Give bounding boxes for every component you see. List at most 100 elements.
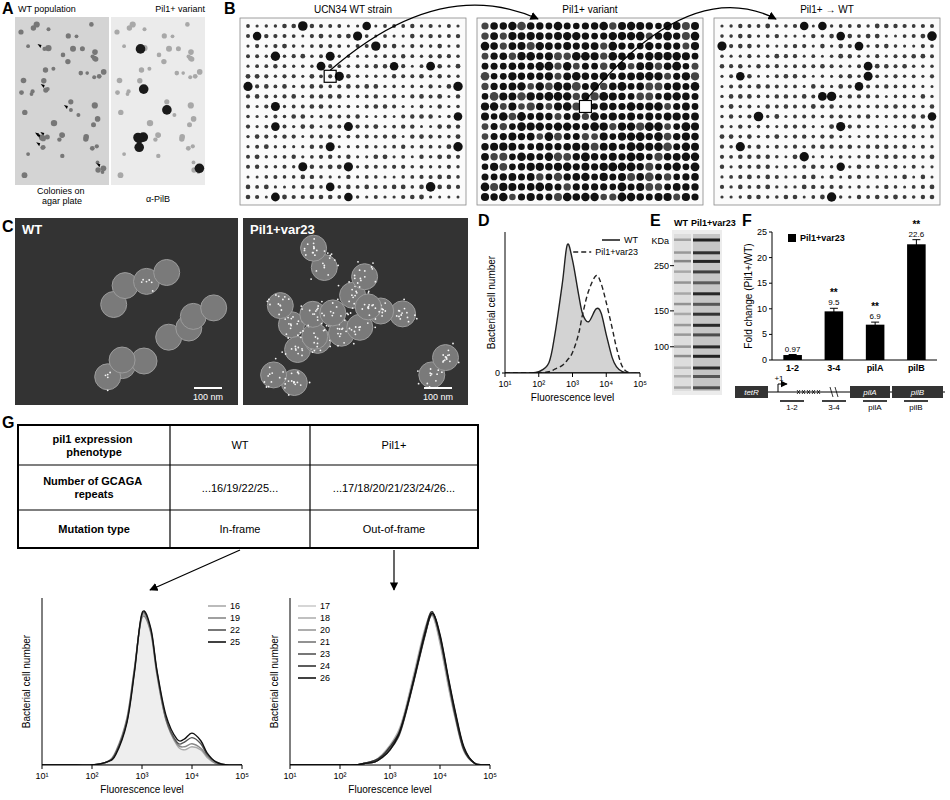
dot bbox=[282, 94, 286, 98]
dot bbox=[894, 54, 898, 58]
dot bbox=[292, 74, 296, 78]
colony bbox=[66, 33, 71, 38]
pilus bbox=[398, 310, 400, 312]
dot bbox=[356, 55, 359, 58]
pilus bbox=[269, 304, 271, 306]
pilus bbox=[317, 338, 319, 340]
dot bbox=[600, 194, 607, 201]
pilus bbox=[403, 299, 405, 301]
dot bbox=[582, 83, 589, 90]
dot-blot bbox=[714, 18, 940, 205]
dot bbox=[264, 185, 269, 190]
dot bbox=[564, 113, 571, 120]
colony bbox=[41, 78, 46, 83]
band bbox=[674, 355, 691, 358]
dot bbox=[555, 183, 562, 190]
dot bbox=[921, 24, 925, 28]
colony-blot bbox=[189, 56, 194, 61]
dot bbox=[438, 34, 442, 38]
pilus bbox=[442, 361, 444, 363]
dot bbox=[383, 24, 387, 28]
dot bbox=[645, 183, 653, 191]
dot bbox=[839, 135, 842, 138]
pilus bbox=[293, 382, 295, 384]
dot bbox=[821, 34, 825, 38]
dot bbox=[866, 195, 870, 199]
dot bbox=[802, 115, 806, 119]
dot bbox=[627, 142, 636, 151]
dot bbox=[628, 93, 635, 100]
dot bbox=[518, 163, 525, 170]
text-line: agar plate bbox=[42, 196, 82, 206]
dot bbox=[618, 133, 626, 141]
colony bbox=[68, 99, 73, 104]
pilus bbox=[284, 387, 286, 389]
dot bbox=[500, 33, 507, 40]
dot bbox=[793, 115, 797, 119]
dot bbox=[563, 153, 571, 161]
dot bbox=[401, 155, 405, 159]
dot bbox=[921, 94, 926, 99]
dot bbox=[491, 123, 498, 130]
y-tick-label: 25 bbox=[757, 227, 767, 237]
pilus bbox=[281, 351, 283, 353]
coccus bbox=[352, 264, 378, 290]
text-line: In-frame bbox=[220, 523, 261, 535]
dot bbox=[509, 42, 517, 50]
dot bbox=[482, 173, 489, 180]
dot bbox=[346, 84, 351, 89]
pilus bbox=[384, 302, 386, 304]
dot bbox=[739, 55, 742, 58]
dot bbox=[572, 143, 580, 151]
band bbox=[693, 239, 720, 242]
dot bbox=[337, 94, 342, 99]
dot bbox=[884, 195, 888, 199]
coccus bbox=[267, 293, 293, 319]
dot bbox=[811, 165, 816, 170]
dot bbox=[274, 145, 277, 148]
dot bbox=[784, 74, 789, 79]
dot bbox=[356, 135, 360, 139]
gene-label: pilA bbox=[862, 388, 876, 397]
dot bbox=[265, 155, 268, 158]
legend: 17182021232426 bbox=[298, 601, 330, 683]
dot bbox=[563, 92, 571, 100]
dot bbox=[893, 74, 897, 78]
pilus bbox=[347, 314, 349, 316]
dot bbox=[482, 53, 489, 60]
dot bbox=[582, 123, 589, 130]
scale-bar bbox=[194, 387, 222, 389]
title: WT population bbox=[18, 4, 76, 14]
pilus bbox=[381, 308, 383, 310]
dot bbox=[365, 64, 369, 68]
dot bbox=[482, 63, 489, 70]
dot bbox=[921, 105, 925, 109]
pilus bbox=[339, 328, 341, 330]
dot bbox=[356, 185, 360, 189]
dot bbox=[884, 84, 888, 88]
dot bbox=[857, 75, 861, 79]
dot bbox=[545, 123, 552, 130]
dot bbox=[508, 72, 516, 80]
dot bbox=[426, 182, 436, 192]
pilus bbox=[372, 268, 374, 270]
dot bbox=[691, 72, 699, 80]
dot bbox=[499, 183, 507, 191]
dot bbox=[720, 175, 723, 178]
dot bbox=[447, 185, 452, 190]
x-tick bbox=[42, 765, 43, 769]
dot bbox=[328, 74, 332, 78]
dot bbox=[438, 74, 442, 78]
dot bbox=[636, 123, 644, 131]
dot bbox=[426, 62, 435, 71]
dot bbox=[654, 142, 663, 151]
dot bbox=[410, 74, 414, 78]
pilus bbox=[316, 250, 318, 252]
dot bbox=[866, 84, 870, 88]
dot bbox=[310, 44, 314, 48]
pilus bbox=[301, 355, 303, 357]
pilus bbox=[331, 253, 333, 255]
dot bbox=[527, 42, 535, 50]
dot bbox=[636, 22, 644, 30]
dot bbox=[438, 145, 441, 148]
